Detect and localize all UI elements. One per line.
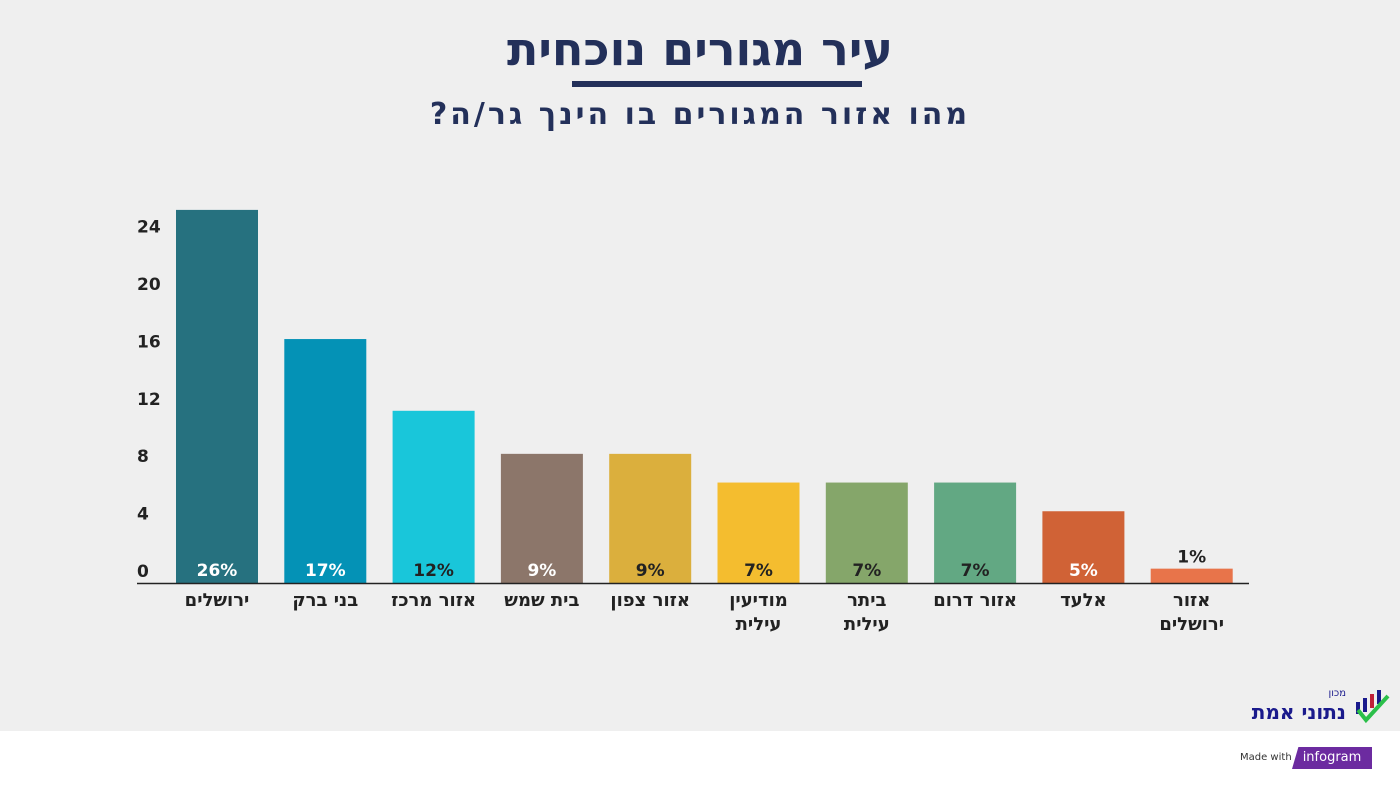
x-tick-label: בני ברק [292,590,359,611]
bar [609,453,692,583]
logo-small-text: מכון [1328,688,1346,699]
data-label: 7% [744,561,773,581]
data-label: 26% [197,561,238,581]
bar [284,339,367,583]
y-tick-label: 8 [137,447,149,467]
data-label: 7% [961,561,990,581]
bar [1150,568,1233,583]
bar [1042,511,1125,583]
made-with-text: Made with [1240,752,1292,763]
bar [176,209,258,583]
x-tick-label: ירושלים [184,590,250,611]
bar [825,482,908,583]
x-tick-label: אזור צפון [610,590,690,611]
bar [717,482,800,583]
logo-main-text: נתוני אמת [1251,700,1346,724]
y-tick-label: 16 [137,332,161,352]
y-tick-label: 0 [137,562,149,582]
x-tick-label: אזור דרום [933,590,1017,611]
chart-title: עיר מגורים נוכחית [506,22,894,76]
y-tick-label: 4 [137,505,149,525]
data-label: 7% [852,561,881,581]
logo: מכון נתוני אמת [1252,688,1392,728]
title-underline [572,81,862,87]
bar [500,453,583,583]
chart-subtitle: מהו אזור המגורים בו הינך גר/ה? [429,97,971,132]
x-tick-label: ביתר עילית [843,590,890,635]
x-tick-label: בית שמש [504,590,580,611]
data-label: 17% [305,561,346,581]
bar [392,410,475,583]
y-tick-label: 12 [137,390,161,410]
infogram-badge[interactable]: infogram [1292,747,1372,769]
y-tick-label: 24 [137,218,161,238]
data-label: 5% [1069,561,1098,581]
data-label: 12% [413,561,454,581]
x-tick-label: אזור מרכז [391,590,477,611]
logo-chart-check-icon [1356,690,1390,724]
x-tick-label: אזור ירושלים [1159,590,1225,635]
x-tick-label: מודיעין עילית [729,590,788,635]
x-tick-label: אלעד [1060,590,1107,611]
data-label: 9% [636,561,665,581]
y-tick-label: 20 [137,275,161,295]
bar-chart: 0 4 8 12 16 20 24 26% 17% 12% 9% 9% 7% 7% 7% 5% 1% [137,209,1249,585]
data-label: 1% [1177,548,1206,568]
bar [934,482,1017,583]
data-label: 9% [527,561,556,581]
